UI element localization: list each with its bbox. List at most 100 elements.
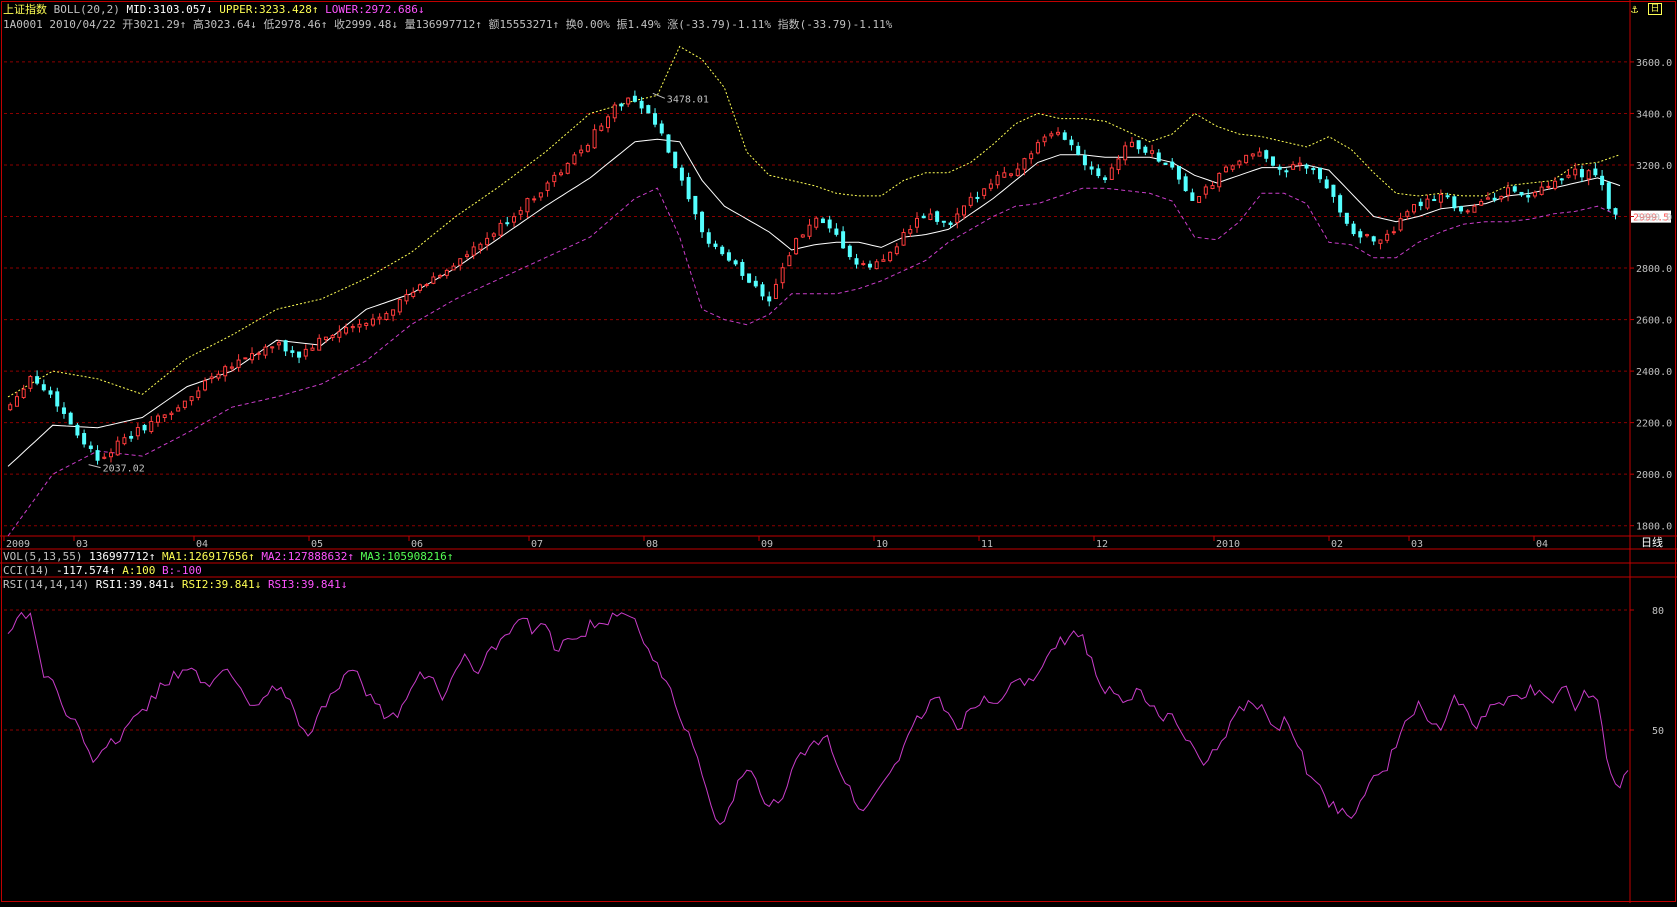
candle-body xyxy=(1465,210,1470,213)
candle-body xyxy=(1566,174,1571,178)
candle-body xyxy=(760,284,765,297)
cci-indicator-row[interactable]: CCI(14) -117.574↑ A:100 B:-100 xyxy=(3,564,202,577)
candle-body xyxy=(1210,185,1215,190)
candle-body xyxy=(491,233,496,237)
candle-body xyxy=(847,245,852,258)
candle-body xyxy=(841,231,846,249)
anchor-icon[interactable]: ⚓ xyxy=(1631,2,1639,16)
candle-body xyxy=(626,97,631,105)
candle-body xyxy=(659,123,664,134)
candle-body xyxy=(417,284,422,291)
candle-body xyxy=(1049,133,1054,137)
candle-body xyxy=(142,424,147,431)
candle-body xyxy=(901,232,906,246)
candle-body xyxy=(673,151,678,169)
candle-body xyxy=(1593,168,1598,176)
rsi-indicator-row[interactable]: RSI(14,14,14) RSI1:39.841↓ RSI2:39.841↓ … xyxy=(3,578,347,591)
candle-body xyxy=(1371,236,1376,242)
candle-body xyxy=(780,267,785,284)
candle-body xyxy=(35,376,40,384)
candle-body xyxy=(323,336,328,341)
day-period-icon[interactable]: 日 xyxy=(1648,3,1662,15)
candle-body xyxy=(1499,195,1504,200)
candle-body xyxy=(619,103,624,107)
boll-lower-line xyxy=(7,187,1621,537)
candle-body xyxy=(444,269,449,276)
candle-body xyxy=(686,177,691,200)
candle-body xyxy=(834,228,839,235)
candle-body xyxy=(1143,146,1148,153)
boll-header: 上证指数 BOLL(20,2) MID:3103.057↓ UPPER:3233… xyxy=(3,3,425,16)
turnover-value: 换0.00% xyxy=(565,18,610,31)
candle-body xyxy=(794,238,799,255)
x-tick-label: 02 xyxy=(1331,539,1343,550)
candle-body xyxy=(599,125,604,131)
candle-body xyxy=(1076,145,1081,155)
candle-body xyxy=(1163,162,1168,166)
candle-body xyxy=(518,210,523,215)
rsi1-value: RSI1:39.841↓ xyxy=(95,578,176,591)
candle-body xyxy=(962,205,967,216)
candle-body xyxy=(632,95,637,102)
candle-body xyxy=(344,327,349,334)
index-change-value: 指数(-33.79)-1.11% xyxy=(777,18,893,31)
y-tick-label: 2400.0 xyxy=(1636,367,1672,378)
candle-body xyxy=(861,263,866,266)
candle-body xyxy=(713,243,718,247)
x-tick-label: 04 xyxy=(1536,539,1548,550)
candle-body xyxy=(1579,169,1584,178)
candle-body xyxy=(478,243,483,250)
candle-body xyxy=(1270,156,1275,166)
date-axis: 2009 03 04 05 06 07 08 09 10 11 12 2010 02 03 04 xyxy=(3,536,1548,550)
candle-body xyxy=(787,255,792,267)
candle-body xyxy=(391,309,396,316)
rsi3-value: RSI3:39.841↓ xyxy=(267,578,348,591)
y-tick-label: 2800.0 xyxy=(1636,264,1672,275)
quote-header: 1A0001 2010/04/22 开3021.29↑ 高3023.64↓ 低2… xyxy=(3,18,892,31)
candle-body xyxy=(565,162,570,174)
candle-body xyxy=(1586,170,1591,180)
candle-body xyxy=(1136,140,1141,150)
candle-body xyxy=(464,254,469,258)
candle-body xyxy=(888,251,893,262)
candle-body xyxy=(196,390,201,398)
price-annotations: 3478.01 2037.02 2999.5 xyxy=(88,92,1671,475)
candle-body xyxy=(1351,223,1356,235)
candle-body xyxy=(1042,136,1047,143)
period-label[interactable]: 日线 xyxy=(1641,536,1663,549)
candle-body xyxy=(511,216,516,223)
open-value: 开3021.29↑ xyxy=(122,18,187,31)
x-tick-label: 06 xyxy=(411,539,423,550)
candle-body xyxy=(948,222,953,225)
candle-body xyxy=(1109,167,1114,180)
y-tick-label: 3200.0 xyxy=(1636,161,1672,172)
index-name[interactable]: 上证指数 xyxy=(3,3,47,16)
candle-body xyxy=(397,299,402,313)
boll-mid-value: MID:3103.057↓ xyxy=(126,3,213,16)
candle-body xyxy=(1264,150,1269,159)
x-tick-label: 09 xyxy=(761,539,773,550)
rsi-label: RSI(14,14,14) xyxy=(3,578,90,591)
candle-body xyxy=(767,296,772,302)
candle-body xyxy=(498,222,503,236)
candle-body xyxy=(451,265,456,271)
candle-body xyxy=(1002,172,1007,178)
candle-body xyxy=(203,380,208,391)
x-tick-label: 10 xyxy=(876,539,888,550)
candlestick-series xyxy=(8,90,1618,465)
candle-body xyxy=(82,433,87,445)
vol-indicator-row[interactable]: VOL(5,13,55) 136997712↑ MA1:126917656↑ M… xyxy=(3,550,453,563)
candle-body xyxy=(1324,179,1329,189)
candle-body xyxy=(921,215,926,219)
candle-body xyxy=(1103,177,1108,181)
candle-body xyxy=(357,323,362,328)
candle-body xyxy=(982,188,987,196)
candle-body xyxy=(740,261,745,276)
low-value: 低2978.46↑ xyxy=(263,18,328,31)
cci-b: B:-100 xyxy=(161,564,202,577)
candle-body xyxy=(1096,168,1101,177)
candle-body xyxy=(935,211,940,222)
candle-body xyxy=(1526,194,1531,198)
low-annotation-pointer xyxy=(88,464,101,469)
candle-body xyxy=(1082,155,1087,166)
